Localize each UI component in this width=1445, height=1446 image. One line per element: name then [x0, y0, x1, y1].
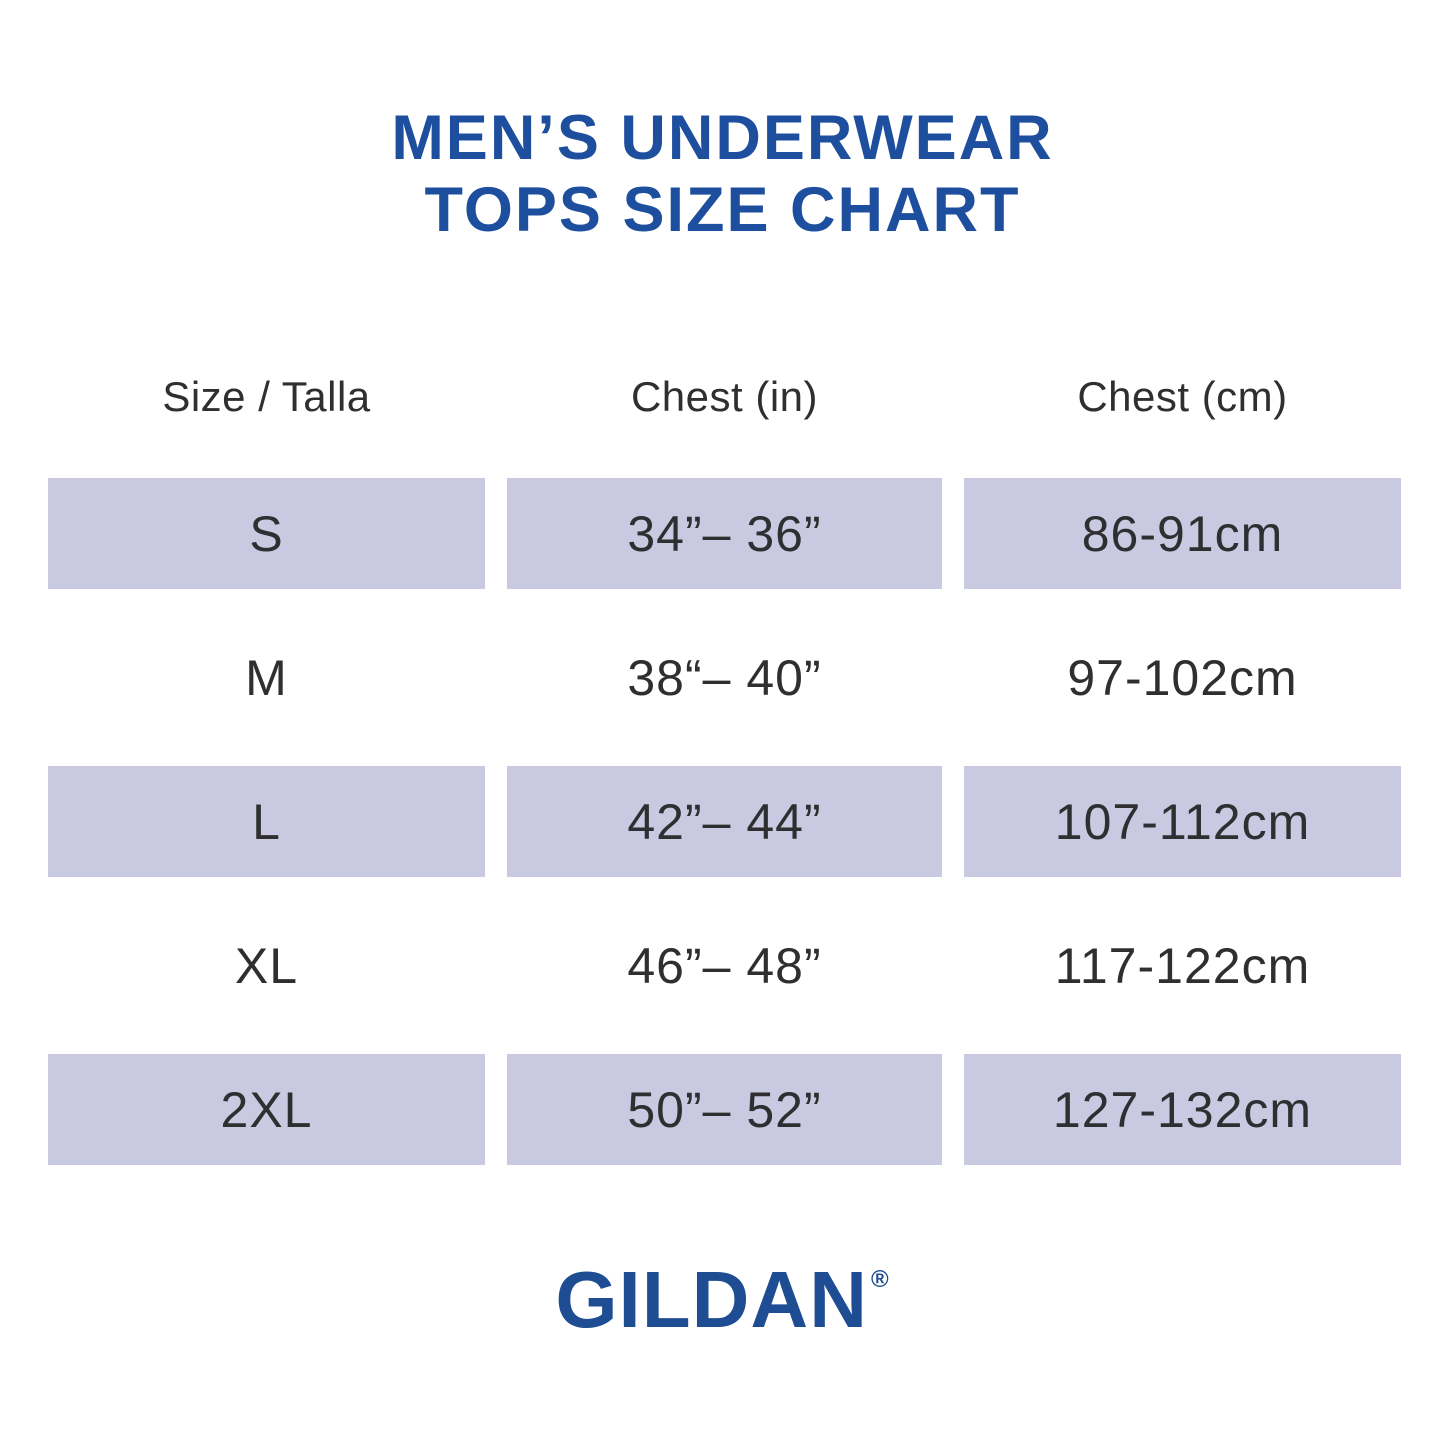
- size-cell: L: [48, 766, 485, 877]
- registered-trademark-symbol: ®: [870, 1266, 890, 1293]
- chest-cm-cell: 107-112cm: [964, 766, 1401, 877]
- size-table-body: S 34”– 36” 86-91cm M 38“– 40” 97-102cm L…: [48, 478, 1401, 1165]
- table-row: L 42”– 44” 107-112cm: [48, 766, 1401, 877]
- chest-in-cell: 38“– 40”: [627, 649, 822, 706]
- size-cell: XL: [234, 937, 299, 994]
- chest-cm-cell: 127-132cm: [964, 1054, 1401, 1165]
- chest-in-cell: 34”– 36”: [507, 478, 942, 589]
- chest-cm-cell: 97-102cm: [1067, 649, 1298, 706]
- column-header-size: Size / Talla: [162, 373, 371, 420]
- size-cell: 2XL: [48, 1054, 485, 1165]
- brand-logo-text: GILDAN: [555, 1255, 868, 1344]
- page-title-line2: TOPS SIZE CHART: [424, 175, 1021, 245]
- chest-in-cell: 42”– 44”: [507, 766, 942, 877]
- size-cell: M: [245, 649, 288, 706]
- column-header-chest-cm: Chest (cm): [1077, 373, 1288, 420]
- table-row: S 34”– 36” 86-91cm: [48, 478, 1401, 589]
- table-row: XL 46”– 48” 117-122cm: [48, 910, 1400, 1021]
- chest-cm-cell: 117-122cm: [1054, 937, 1311, 994]
- table-row: M 38“– 40” 97-102cm: [48, 622, 1400, 733]
- column-header-chest-in: Chest (in): [630, 373, 819, 420]
- chest-cm-cell: 86-91cm: [964, 478, 1401, 589]
- page-title-line1: MEN’S UNDERWEAR: [391, 103, 1054, 173]
- page-title: MEN’S UNDERWEAR TOPS SIZE CHART: [0, 102, 1445, 246]
- size-table-header-row: Size / Talla Chest (in) Chest (cm): [48, 352, 1400, 442]
- brand-logo: GILDAN ®: [0, 1258, 1445, 1362]
- size-table: Size / Talla Chest (in) Chest (cm) S 34”…: [48, 352, 1401, 1198]
- chest-in-cell: 50”– 52”: [507, 1054, 942, 1165]
- size-cell: S: [48, 478, 485, 589]
- chest-in-cell: 46”– 48”: [627, 937, 822, 994]
- table-row: 2XL 50”– 52” 127-132cm: [48, 1054, 1401, 1165]
